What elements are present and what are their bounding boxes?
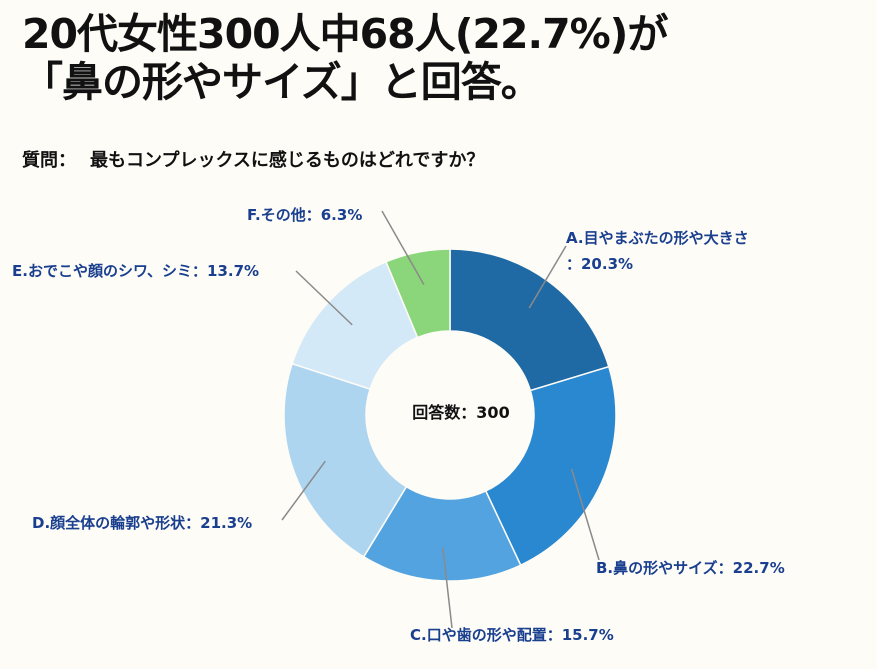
center-label: 回答数：300 <box>412 403 509 422</box>
slice-label-e: E.おでこや顔のシワ、シミ：13.7% <box>12 262 259 280</box>
slice-label-f: F.その他：6.3% <box>247 206 362 224</box>
slice-label-a-1: A.目やまぶたの形や大きさ <box>566 229 749 247</box>
title-line-2: 「鼻の形やサイズ」と回答。 <box>22 58 542 106</box>
donut-slice-a <box>449 248 610 392</box>
donut-slice-d <box>283 362 408 558</box>
donut-slice-c <box>362 485 522 582</box>
question-text: 最もコンプレックスに感じるものはどれですか？ <box>90 150 485 171</box>
leader-lines <box>281 210 600 629</box>
slice-label-a-2: ：20.3% <box>566 255 633 273</box>
leader-line-b <box>570 468 600 561</box>
slice-label-c: C.口や歯の形や配置：15.7% <box>410 626 614 644</box>
slice-labels: A.目やまぶたの形や大きさ ：20.3% B.鼻の形やサイズ：22.7% C.口や歯の… <box>12 206 785 644</box>
title-line-1: 20代女性300人中68人(22.7%)が <box>22 10 668 58</box>
donut-slice-f <box>385 248 451 339</box>
slice-label-b: B.鼻の形やサイズ：22.7% <box>596 559 785 577</box>
donut-slice-b <box>484 365 617 567</box>
leader-line-f <box>381 210 425 285</box>
leader-line-e <box>295 270 353 326</box>
donut-slices <box>283 248 617 582</box>
chart-title: 20代女性300人中68人(22.7%)が 「鼻の形やサイズ」と回答。 <box>22 10 668 106</box>
leader-line-d <box>281 460 326 521</box>
question: 質問： 最もコンプレックスに感じるものはどれですか？ <box>22 146 484 172</box>
leader-line-c <box>442 547 453 629</box>
question-label: 質問： <box>22 150 76 171</box>
leader-line-a <box>528 245 567 309</box>
slice-label-d: D.顔全体の輪郭や形状：21.3% <box>32 514 252 532</box>
